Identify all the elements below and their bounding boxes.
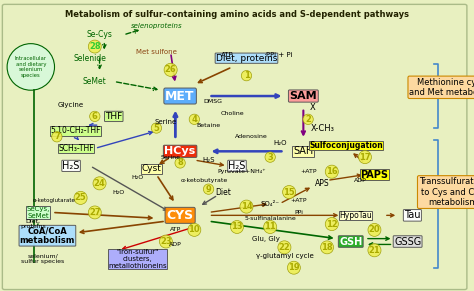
Text: 26: 26 [165,65,176,74]
Text: 21: 21 [369,246,380,255]
Text: H₂O: H₂O [273,140,286,146]
Text: Tau: Tau [404,210,420,220]
Text: Intracellular
and dietary
selenium
species: Intracellular and dietary selenium speci… [15,56,47,78]
Text: 14: 14 [241,202,252,211]
Text: 11: 11 [264,223,276,231]
Text: Glu, Gly: Glu, Gly [252,236,279,242]
Text: 16: 16 [326,167,337,176]
Text: ADP: ADP [169,242,182,247]
Text: 7: 7 [54,132,60,141]
Text: SAH: SAH [293,146,313,156]
Text: 24: 24 [94,179,105,188]
Text: 25: 25 [75,194,86,202]
Text: 9: 9 [206,185,211,194]
Text: 8: 8 [177,159,183,167]
Text: CYS: CYS [166,209,194,222]
Text: Serine: Serine [155,119,177,125]
Text: Metabolism of sulfur-containing amino acids and S-dependent pathways: Metabolism of sulfur-containing amino ac… [65,10,409,19]
Text: SeMet: SeMet [83,77,107,86]
Text: selenium/
sulfur species: selenium/ sulfur species [21,253,64,265]
Text: SeCys,
SeMet: SeCys, SeMet [26,206,50,219]
Text: Sulfoconjugation: Sulfoconjugation [309,141,383,150]
Text: X-CH₃: X-CH₃ [310,124,334,132]
Text: Diet, proteins: Diet, proteins [216,54,277,63]
Text: GSH: GSH [339,237,363,246]
Text: ADP: ADP [354,178,366,183]
Text: APS: APS [315,179,329,188]
Text: Se-Cys: Se-Cys [87,31,112,39]
Text: H₂S: H₂S [202,157,215,163]
Text: 15: 15 [283,188,295,196]
Text: PPi: PPi [294,210,303,215]
Text: 22: 22 [279,243,290,252]
Text: PAPS: PAPS [360,170,389,180]
Text: GSSG: GSSG [394,237,421,246]
Ellipse shape [7,44,55,90]
Text: Choline: Choline [220,111,244,116]
Text: 5-sulfinalalanine: 5-sulfinalalanine [244,216,296,221]
Text: 5,10-CH₂-THF: 5,10-CH₂-THF [51,127,101,135]
Text: 13: 13 [231,223,243,231]
Text: SAM: SAM [290,91,317,101]
Text: selenoproteins: selenoproteins [131,23,182,29]
Text: 20: 20 [369,226,380,234]
Text: DMSG: DMSG [204,99,223,104]
Text: α-ketobutyrate: α-ketobutyrate [180,178,228,183]
Text: THF: THF [105,112,122,121]
Text: γ-glutamyl cycle: γ-glutamyl cycle [255,253,313,259]
Text: Betaine: Betaine [197,123,220,128]
Text: 18: 18 [321,243,333,252]
Text: H₂O: H₂O [112,189,125,195]
Text: +ATP: +ATP [300,169,316,174]
FancyBboxPatch shape [2,4,467,290]
Text: Methionine cycle
and Met metabolism: Methionine cycle and Met metabolism [410,78,474,97]
Text: Met sulfone: Met sulfone [136,49,177,55]
Text: 17: 17 [359,153,371,162]
Text: Serine: Serine [161,155,181,160]
Text: 23: 23 [160,237,172,246]
Text: SCH₃-THF: SCH₃-THF [58,144,94,153]
Text: "iron-sulfur"
clusters,
metallothioneins: "iron-sulfur" clusters, metallothioneins [108,249,167,269]
Text: H₂S: H₂S [63,161,80,171]
Text: MET: MET [165,90,195,102]
Text: 2: 2 [305,115,311,124]
Text: 6: 6 [92,112,98,121]
Text: X: X [310,103,316,112]
Text: SO₄²⁻: SO₄²⁻ [261,201,280,207]
Text: PPi + Pi: PPi + Pi [266,52,293,58]
Text: Diet: Diet [215,188,231,196]
Text: HypoTau: HypoTau [339,211,372,220]
Text: Glycine: Glycine [58,102,84,108]
Text: Transsulfuration
to Cys and Cys
metabolism: Transsulfuration to Cys and Cys metaboli… [419,177,474,207]
Text: 3: 3 [267,153,273,162]
Text: ATP: ATP [221,52,234,58]
Text: 28: 28 [89,42,100,51]
Text: 1: 1 [244,71,249,80]
Text: Selenide: Selenide [73,54,107,63]
Text: 19: 19 [288,263,300,272]
Text: H₂O: H₂O [131,175,144,180]
Text: 10: 10 [189,226,200,234]
Text: 12: 12 [326,220,337,228]
Text: Diet,
proteins: Diet, proteins [20,219,46,230]
Text: +ATP: +ATP [291,198,307,203]
Text: Cyst: Cyst [142,164,162,173]
Text: 4: 4 [191,115,197,124]
Text: Pyruvate+NH₄⁺: Pyruvate+NH₄⁺ [218,169,266,174]
Text: Adenosine: Adenosine [235,134,268,139]
Text: CoA/CoA
metabolism: CoA/CoA metabolism [20,226,75,245]
Text: ATP: ATP [170,227,181,233]
Text: HCys: HCys [164,146,196,156]
Text: H₂S: H₂S [228,161,246,171]
Text: α-ketoglutarate: α-ketoglutarate [33,198,76,203]
Text: 5: 5 [154,124,159,132]
Text: 27: 27 [89,208,100,217]
